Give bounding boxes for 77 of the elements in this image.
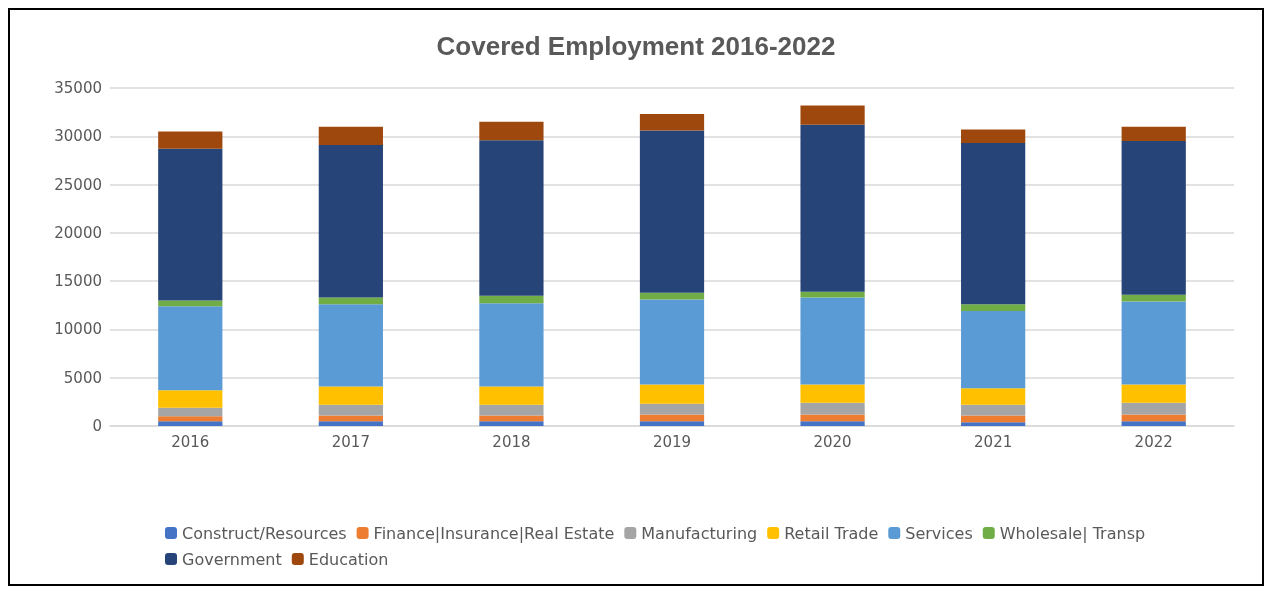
- y-tick-label: 5000: [63, 368, 102, 387]
- bar: [1121, 384, 1186, 403]
- bar: [318, 304, 383, 387]
- y-tick-label: 20000: [54, 223, 102, 242]
- bar: [318, 404, 383, 416]
- bar: [961, 422, 1026, 426]
- legend-label: Government: [182, 549, 282, 569]
- bar: [1121, 126, 1186, 142]
- bar: [1121, 421, 1186, 426]
- bar: [158, 300, 223, 307]
- x-tick-label: 2021: [974, 432, 1013, 451]
- bar: [158, 407, 223, 417]
- y-tick-label: 10000: [54, 320, 102, 339]
- bar: [158, 416, 223, 422]
- legend-label: Services: [905, 523, 973, 543]
- bar: [639, 130, 705, 293]
- bar: [961, 304, 1026, 312]
- x-tick-label: 2018: [492, 432, 531, 451]
- legend-label: Education: [308, 549, 389, 569]
- bar: [961, 129, 1026, 144]
- bar: [961, 415, 1026, 423]
- bar: [318, 421, 383, 426]
- bar: [318, 415, 383, 422]
- bar: [479, 303, 544, 387]
- y-tick-label: 35000: [54, 79, 102, 97]
- bar: [318, 126, 383, 145]
- bar: [961, 143, 1026, 305]
- bar: [158, 390, 223, 408]
- legend-label: Manufacturing: [641, 523, 758, 543]
- bar: [639, 414, 705, 422]
- bar: [479, 121, 544, 141]
- bar: [639, 421, 705, 426]
- bar: [158, 131, 223, 149]
- bar: [800, 414, 865, 422]
- bar: [158, 306, 223, 391]
- bar: [479, 140, 544, 296]
- legend-label: Construct/Resources: [182, 523, 347, 543]
- y-tick-label: 0: [92, 417, 102, 435]
- bar: [479, 421, 544, 426]
- legend-label: Retail Trade: [784, 523, 879, 543]
- bar: [639, 384, 705, 404]
- bar: [800, 124, 865, 292]
- bar: [1121, 402, 1186, 415]
- bar: [800, 105, 865, 125]
- bar: [961, 311, 1026, 389]
- bar: [639, 299, 705, 385]
- legend-label: Wholesale| Transp: [999, 523, 1146, 543]
- x-tick-label: 2019: [652, 432, 692, 451]
- chart-title: Covered Employment 2016-2022: [436, 31, 836, 61]
- bar: [1121, 414, 1186, 422]
- bar: [318, 144, 383, 298]
- bar: [800, 297, 865, 385]
- bar: [318, 386, 383, 405]
- bar: [961, 388, 1026, 405]
- y-tick-label: 25000: [54, 175, 102, 194]
- y-tick-label: 30000: [54, 127, 102, 146]
- legend-label: Finance|Insurance|Real Estate: [373, 523, 615, 543]
- bar: [158, 421, 223, 426]
- bar: [639, 114, 705, 131]
- bar: [639, 403, 705, 415]
- bar: [479, 415, 544, 422]
- bar: [800, 402, 865, 415]
- bar: [479, 404, 544, 416]
- bar: [800, 384, 865, 403]
- bar: [1121, 301, 1186, 385]
- y-tick-label: 15000: [54, 272, 102, 291]
- x-tick-label: 2016: [171, 432, 210, 451]
- bar: [1121, 141, 1186, 295]
- x-tick-label: 2017: [331, 432, 370, 451]
- bar: [479, 386, 544, 405]
- bar: [800, 421, 865, 426]
- bar: [800, 291, 865, 298]
- bar: [158, 148, 223, 301]
- bar: [961, 404, 1026, 416]
- x-tick-label: 2022: [1134, 432, 1173, 451]
- x-tick-label: 2020: [813, 432, 852, 451]
- bar: [479, 295, 544, 304]
